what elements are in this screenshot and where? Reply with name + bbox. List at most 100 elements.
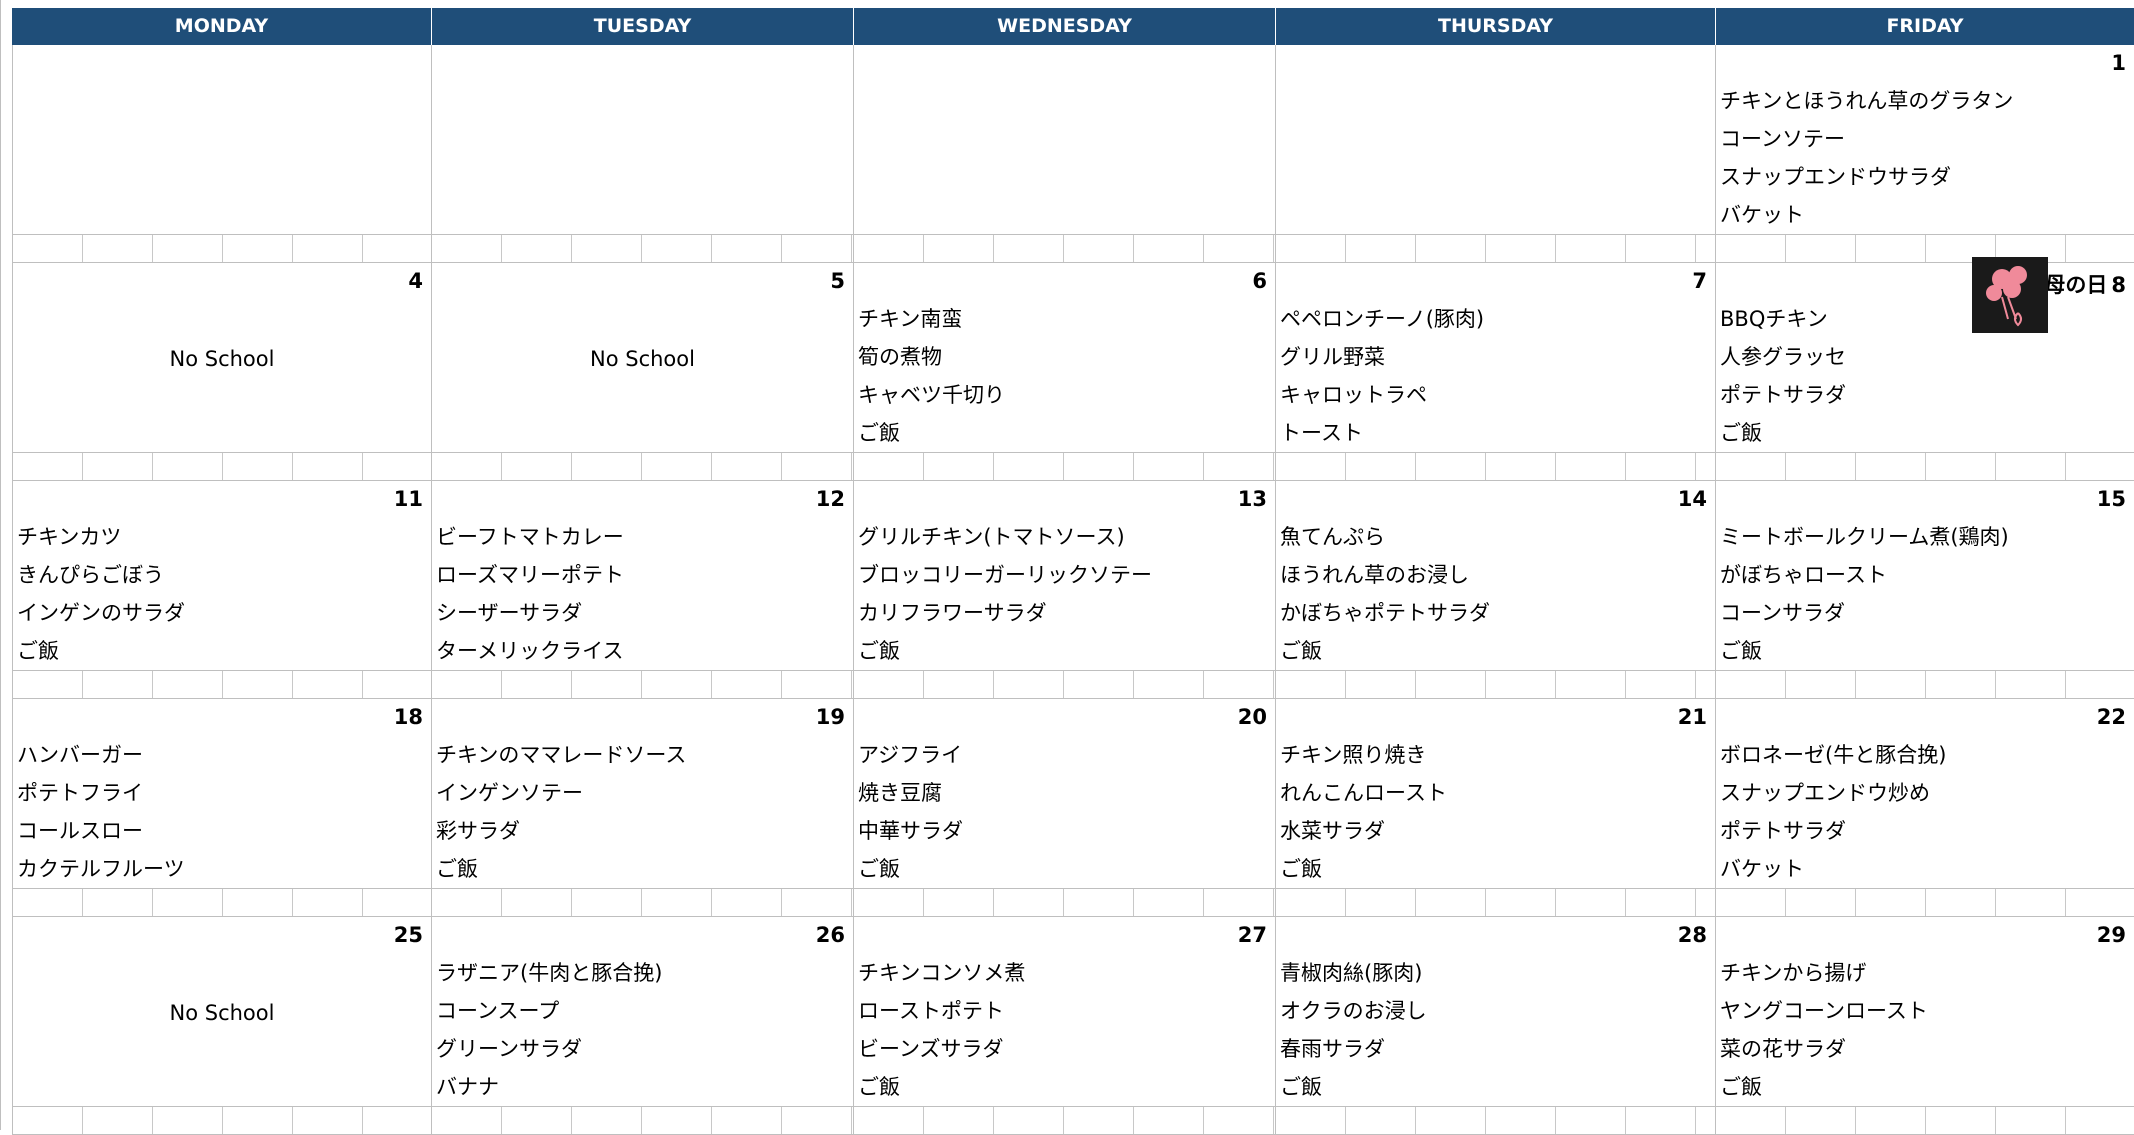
spacer-row [854, 453, 1276, 481]
spacer-row [1276, 235, 1716, 263]
menu-item: カクテルフルーツ [17, 857, 185, 881]
date-number: 21 [1677, 705, 1707, 729]
spacer-row [854, 235, 1276, 263]
spacer-row [1276, 453, 1716, 481]
day-cell: 15 ミートボールクリーム煮(鶏肉) がぼちゃロースト コーンサラダ ご飯 [1716, 481, 2134, 671]
flower-graphic [1986, 266, 2027, 327]
spacer-row [854, 889, 1276, 917]
spacer-row [12, 235, 432, 263]
day-cell: 29 チキンから揚げ ヤングコーンロースト 菜の花サラダ ご飯 [1716, 917, 2134, 1107]
spacer-row [854, 1107, 1276, 1135]
spacer-row [1716, 1107, 2134, 1135]
menu-item: アジフライ [858, 743, 963, 767]
menu-item: カリフラワーサラダ [858, 601, 1047, 625]
menu-item: チキンから揚げ [1720, 961, 1867, 985]
date-number: 18 [393, 705, 423, 729]
day-header: TUESDAY [432, 8, 854, 45]
menu-item: ご飯 [436, 857, 478, 881]
date-number: 25 [393, 923, 423, 947]
day-cell: 4 No School [12, 263, 432, 453]
date-number: 1 [2111, 51, 2126, 75]
menu-item: バケット [1720, 203, 1804, 227]
menu-item: チキンカツ [17, 525, 122, 549]
menu-item: ご飯 [1280, 1075, 1322, 1099]
day-cell [432, 45, 854, 235]
menu-item: グリルチキン(トマトソース) [858, 525, 1125, 549]
day-cell [12, 45, 432, 235]
menu-item: ターメリックライス [436, 639, 624, 663]
spacer-row [1276, 889, 1716, 917]
day-header: THURSDAY [1276, 8, 1716, 45]
date-number: 28 [1677, 923, 1707, 947]
menu-item: ローズマリーポテト [436, 563, 624, 587]
spacer-row [432, 1107, 854, 1135]
spacer-row [854, 671, 1276, 699]
menu-item: バケット [1720, 857, 1804, 881]
menu-item: コーンソテー [1720, 127, 1845, 151]
menu-item: 菜の花サラダ [1720, 1037, 1846, 1061]
menu-item: ご飯 [858, 1075, 900, 1099]
day-cell: 13 グリルチキン(トマトソース) ブロッコリーガーリックソテー カリフラワーサラダご… [854, 481, 1276, 671]
menu-item: 筍の煮物 [858, 345, 942, 369]
spacer-row [1716, 453, 2134, 481]
menu-item: ブロッコリーガーリックソテー [858, 563, 1152, 587]
menu-item: ポテトサラダ [1720, 383, 1846, 407]
menu-item: チキン南蛮 [858, 307, 963, 331]
day-cell: 27 チキンコンソメ煮 ローストポテト ビーンズサラダ ご飯 [854, 917, 1276, 1107]
date-number: 27 [1237, 923, 1267, 947]
menu-item: チキンのママレードソース [436, 743, 687, 767]
spacer-row [432, 889, 854, 917]
date-number: 19 [815, 705, 845, 729]
date-number: 4 [408, 269, 423, 293]
menu-item: コーンサラダ [1720, 601, 1845, 625]
menu-item: チキンコンソメ煮 [858, 961, 1026, 985]
menu-item: 春雨サラダ [1280, 1037, 1385, 1061]
menu-item: 焼き豆腐 [858, 781, 942, 805]
menu-item: きんぴらごぼう [17, 563, 164, 587]
menu-item: かぼちゃポテトサラダ [1280, 601, 1490, 625]
menu-item: トースト [1280, 421, 1363, 445]
day-cell: 21 チキン照り焼き れんこんロースト 水菜サラダ ご飯 [1276, 699, 1716, 889]
menu-item: チキンとほうれん草のグラタン [1720, 89, 2014, 113]
menu-item: ボロネーゼ(牛と豚合挽) [1720, 743, 1947, 767]
menu-item: BBQチキン [1720, 307, 1828, 331]
spacer-row [1716, 671, 2134, 699]
day-cell: 11 チキンカツ きんぴらごぼう インゲンのサラダ ご飯 [12, 481, 432, 671]
menu-item: バナナ [436, 1075, 499, 1099]
day-cell [1276, 45, 1716, 235]
date-number: 7 [1692, 269, 1707, 293]
menu-item: ご飯 [858, 857, 900, 881]
menu-item: チキン照り焼き [1280, 743, 1427, 767]
day-header: MONDAY [12, 8, 432, 45]
no-school: No School [169, 347, 275, 371]
date-number: 20 [1237, 705, 1267, 729]
spacer-row [432, 235, 854, 263]
flower-icon [1972, 257, 2048, 333]
day-cell: 26 ラザニア(牛肉と豚合挽) コーンスープ グリーンサラダ バナナ [432, 917, 854, 1107]
holiday-date: 母の日 8 [2044, 269, 2126, 299]
menu-item: ビーンズサラダ [858, 1037, 1004, 1061]
menu-item: ご飯 [1720, 639, 1762, 663]
date-number: 26 [815, 923, 845, 947]
day-header: FRIDAY [1716, 8, 2134, 45]
menu-item: ご飯 [858, 421, 900, 445]
day-cell: 20 アジフライ 焼き豆腐 中華サラダ ご飯 [854, 699, 1276, 889]
menu-item: コールスロー [17, 819, 143, 843]
spacer-row [1276, 671, 1716, 699]
menu-item: ポテトフライ [17, 781, 143, 805]
menu-item: ハンバーガー [17, 743, 143, 767]
date-number: 5 [830, 269, 845, 293]
menu-item: シーザーサラダ [436, 601, 583, 625]
day-cell: 1 チキンとほうれん草のグラタン コーンソテー スナップエンドウサラダ バケット [1716, 45, 2134, 235]
menu-item: ヤングコーンロースト [1720, 999, 1928, 1023]
spacer-row [432, 453, 854, 481]
date-number: 13 [1237, 487, 1267, 511]
day-cell [854, 45, 1276, 235]
no-school: No School [590, 347, 695, 371]
menu-item: インゲンソテー [436, 781, 583, 805]
date-number: 14 [1677, 487, 1707, 511]
date-number: 8 [2111, 273, 2126, 297]
menu-item: キャベツ千切り [858, 383, 1005, 407]
